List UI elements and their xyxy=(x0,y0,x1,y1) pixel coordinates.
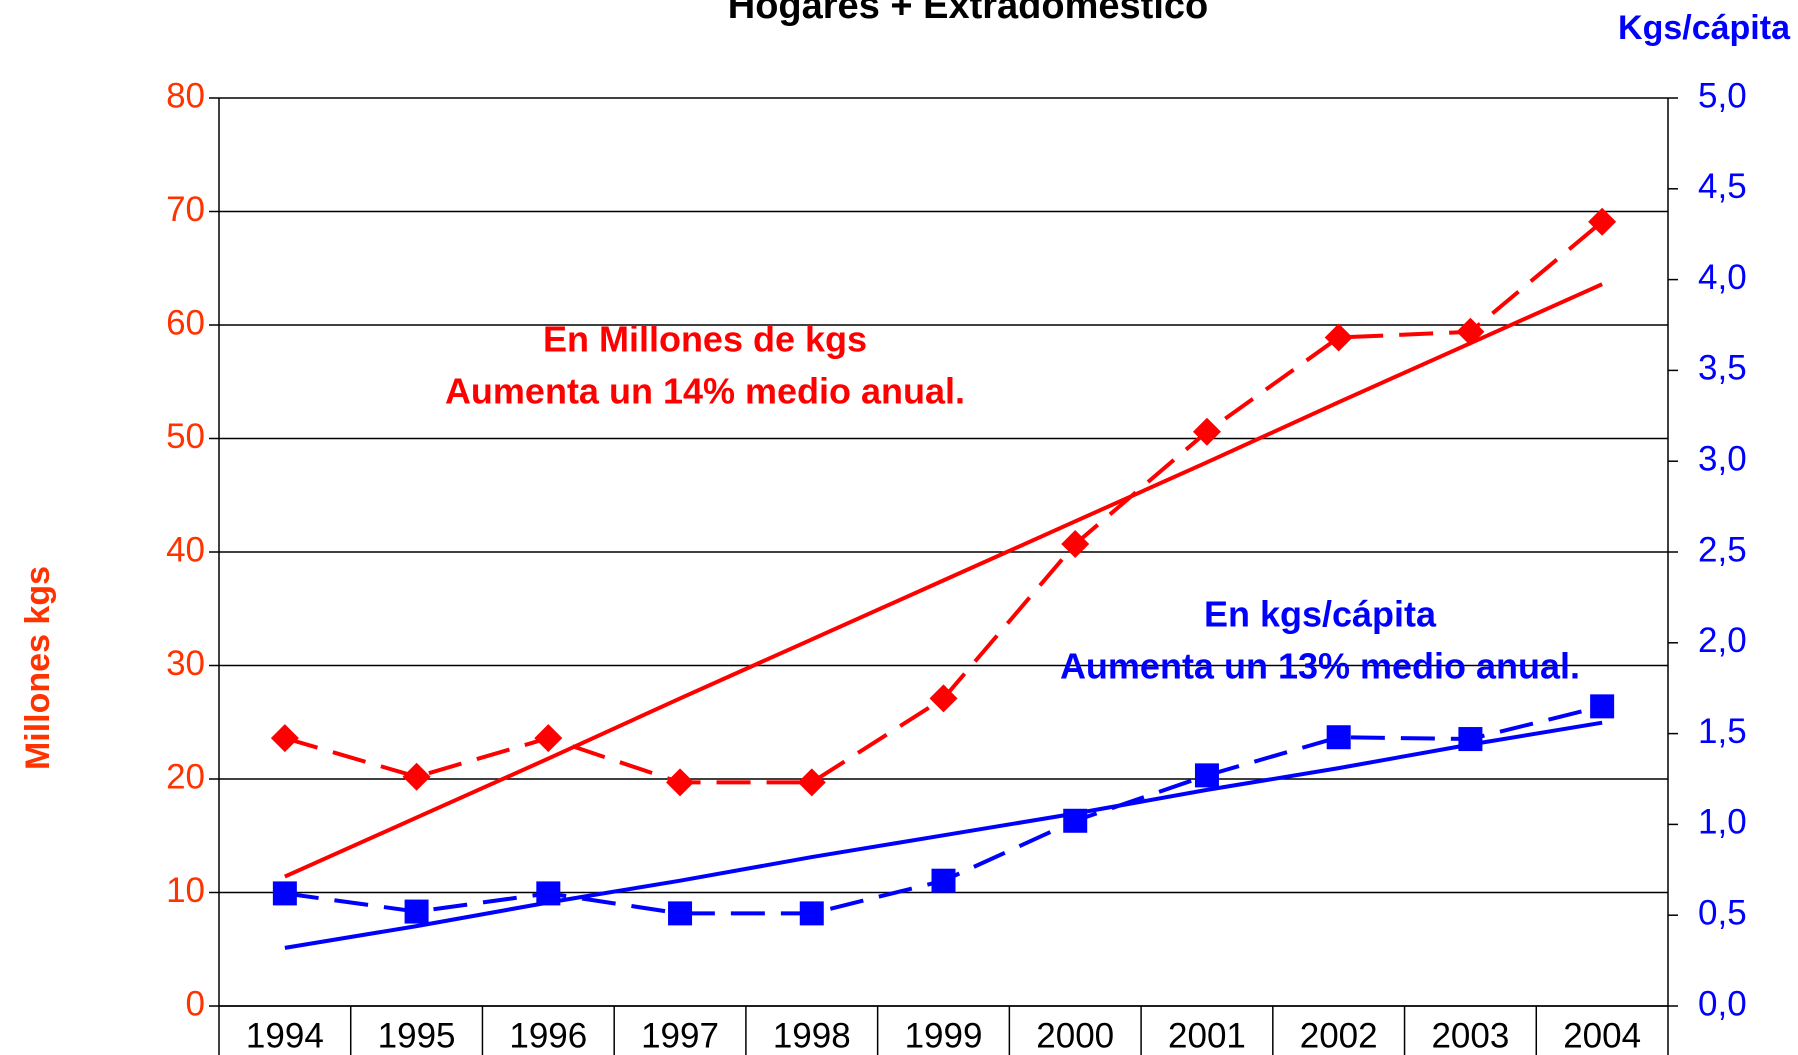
y2-tick-label: 4,5 xyxy=(1698,167,1747,206)
marker-square xyxy=(931,868,956,893)
y-tick-label: 0 xyxy=(186,984,205,1023)
y-tick-label: 30 xyxy=(166,644,205,683)
y2-tick-label: 3,5 xyxy=(1698,349,1747,388)
y-axis-label: Millones kgs xyxy=(19,566,57,770)
x-tick-label: 2001 xyxy=(1168,1016,1246,1055)
marker-square xyxy=(1326,725,1351,750)
y-tick-label: 70 xyxy=(166,190,205,229)
marker-square xyxy=(799,901,824,926)
x-tick-label: 2004 xyxy=(1563,1016,1641,1055)
x-tick-label: 1999 xyxy=(905,1016,983,1055)
y2-axis-label: Kgs/cápita xyxy=(1618,9,1791,47)
y2-tick-label: 3,0 xyxy=(1698,439,1747,478)
marker-diamond xyxy=(270,724,299,753)
y2-tick-label: 2,5 xyxy=(1698,530,1747,569)
annotation: Aumenta un 13% medio anual. xyxy=(1060,646,1580,687)
x-tick-label: 1995 xyxy=(378,1016,456,1055)
marker-diamond xyxy=(1061,530,1090,559)
x-tick-label: 1996 xyxy=(509,1016,587,1055)
y2-tick-label: 0,0 xyxy=(1698,984,1747,1023)
marker-diamond xyxy=(797,768,826,797)
annotation: En kgs/cápita xyxy=(1204,594,1437,635)
marker-square xyxy=(1194,763,1219,788)
marker-square xyxy=(1590,694,1615,719)
x-tick-label: 1997 xyxy=(641,1016,719,1055)
y2-tick-label: 1,0 xyxy=(1698,803,1747,842)
marker-diamond xyxy=(1192,417,1221,446)
annotation: En Millones de kgs xyxy=(543,319,867,360)
marker-diamond xyxy=(402,762,431,791)
marker-square xyxy=(404,899,429,924)
y2-tick-label: 1,5 xyxy=(1698,712,1747,751)
y-tick-label: 80 xyxy=(166,76,205,115)
y-tick-label: 60 xyxy=(166,303,205,342)
marker-diamond xyxy=(1324,323,1353,352)
x-tick-label: 2000 xyxy=(1036,1016,1114,1055)
y2-tick-label: 0,5 xyxy=(1698,893,1747,932)
series-line xyxy=(284,282,1603,879)
x-tick-label: 2002 xyxy=(1300,1016,1378,1055)
marker-diamond xyxy=(666,768,695,797)
y-tick-label: 20 xyxy=(166,757,205,796)
x-tick-label: 1998 xyxy=(773,1016,851,1055)
y2-tick-label: 4,0 xyxy=(1698,258,1747,297)
series-line xyxy=(284,720,1603,950)
annotation: Aumenta un 14% medio anual. xyxy=(445,371,965,412)
y-tick-label: 40 xyxy=(166,530,205,569)
marker-diamond xyxy=(534,724,563,753)
y-tick-label: 50 xyxy=(166,417,205,456)
marker-diamond xyxy=(1588,207,1617,236)
marker-square xyxy=(668,901,693,926)
y2-tick-label: 2,0 xyxy=(1698,621,1747,660)
x-tick-label: 2003 xyxy=(1431,1016,1509,1055)
marker-square xyxy=(272,881,297,906)
x-tick-label: 1994 xyxy=(246,1016,324,1055)
chart-title: Hogares + Extradomestico xyxy=(728,0,1208,27)
marker-diamond xyxy=(929,684,958,713)
y2-tick-label: 5,0 xyxy=(1698,76,1747,115)
y-tick-label: 10 xyxy=(166,871,205,910)
